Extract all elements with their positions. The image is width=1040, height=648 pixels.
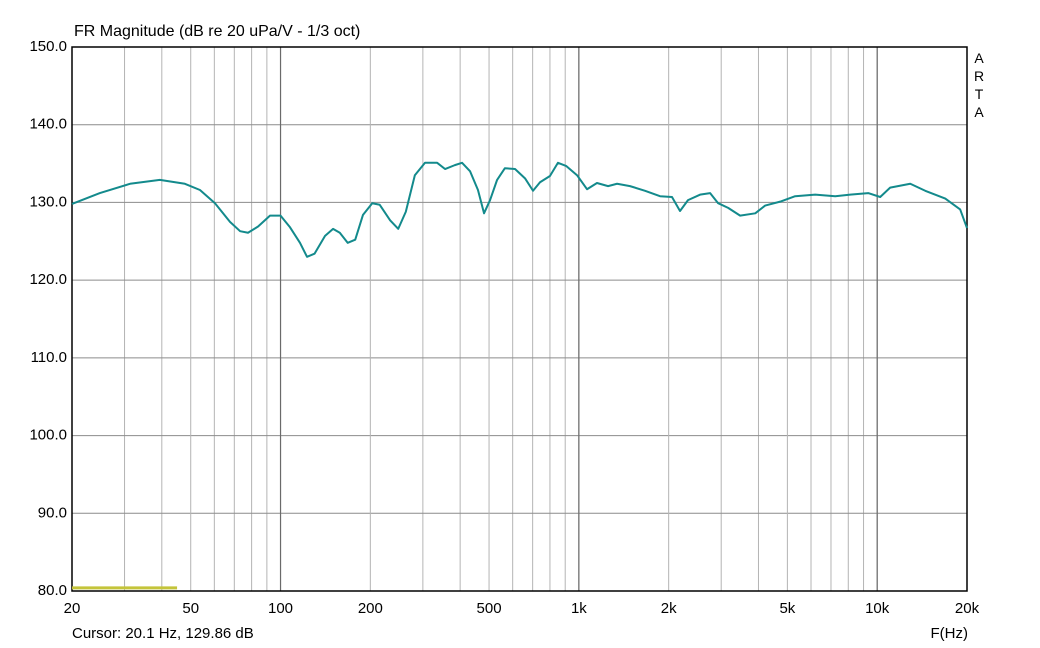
chart-title: FR Magnitude (dB re 20 uPa/V - 1/3 oct) xyxy=(74,23,360,40)
x-tick-label: 10k xyxy=(865,600,890,617)
y-tick-label: 140.0 xyxy=(29,116,67,133)
y-tick-label: 110.0 xyxy=(31,349,67,366)
x-tick-label: 5k xyxy=(779,600,795,617)
plot-frame xyxy=(71,46,968,592)
x-tick-label: 2k xyxy=(661,600,677,617)
y-tick-label: 120.0 xyxy=(29,271,67,288)
x-tick-label: 200 xyxy=(358,600,383,617)
x-tick-label: 20 xyxy=(64,600,81,617)
x-tick-label: 500 xyxy=(477,600,502,617)
fr-curve xyxy=(71,161,968,258)
y-tick-label: 130.0 xyxy=(29,193,67,210)
x-tick-label: 50 xyxy=(182,600,199,617)
cursor-readout: Cursor: 20.1 Hz, 129.86 dB xyxy=(72,625,254,642)
y-tick-label: 100.0 xyxy=(29,427,67,444)
y-tick-label: 80.0 xyxy=(38,582,67,599)
x-axis-label: F(Hz) xyxy=(931,625,969,642)
y-tick-label: 90.0 xyxy=(38,504,67,521)
watermark: ARTA xyxy=(971,50,987,122)
x-tick-label: 20k xyxy=(955,600,980,617)
y-tick-label: 150.0 xyxy=(29,38,67,55)
x-tick-label: 100 xyxy=(268,600,293,617)
x-tick-label: 1k xyxy=(571,600,587,617)
